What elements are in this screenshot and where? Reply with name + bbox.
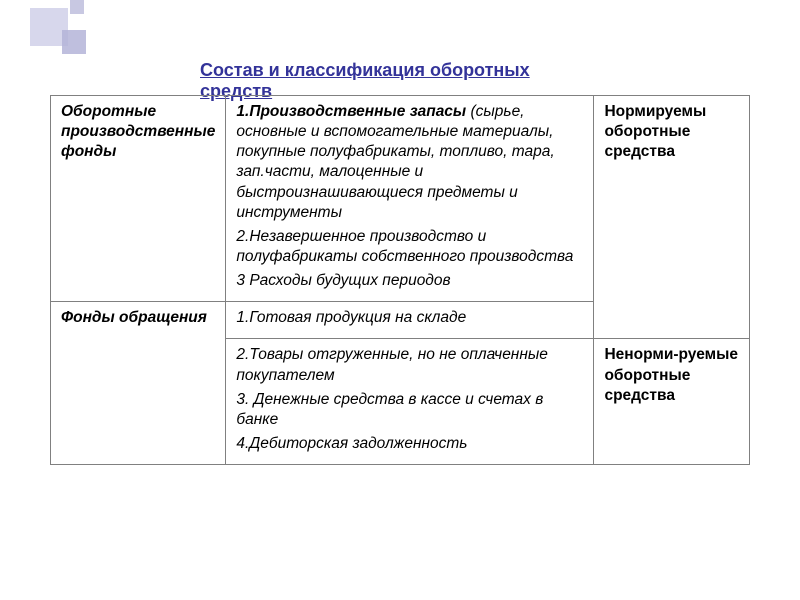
deco-square-small [70,0,84,14]
item-3: 3. Денежные средства в кассе и счетах в … [236,390,583,430]
deco-square-medium [62,30,86,54]
item-3: 3 Расходы будущих периодов [236,271,583,291]
item-2: 2.Незавершенное производство и полуфабри… [236,227,583,267]
cell-left: Фонды обращения [51,302,226,465]
classification-table: Оборотные производственные фонды 1.Произ… [50,95,750,465]
cell-mid: 2.Товары отгруженные, но не оплаченные п… [226,339,594,465]
cell-mid: 1.Производственные запасы (сырье, основн… [226,96,594,302]
cell-right-nonnormed: Ненорми-руемые оборотные средства [594,339,750,465]
cell-right-normed: Нормируемы оборотные средства [594,96,750,339]
item-4: 4.Дебиторская задолженность [236,434,583,454]
item-rest: (сырье, основные и вспомогательные матер… [236,103,554,221]
item-2: 2.Товары отгруженные, но не оплаченные п… [236,345,583,385]
cell-mid: 1.Готовая продукция на складе [226,302,594,339]
item-lead: 1.Производственные запасы [236,103,466,120]
item-1: 1.Готовая продукция на складе [236,308,583,328]
table-row: Оборотные производственные фонды 1.Произ… [51,96,750,302]
cell-left: Оборотные производственные фонды [51,96,226,302]
item-1: 1.Производственные запасы (сырье, основн… [236,102,583,223]
